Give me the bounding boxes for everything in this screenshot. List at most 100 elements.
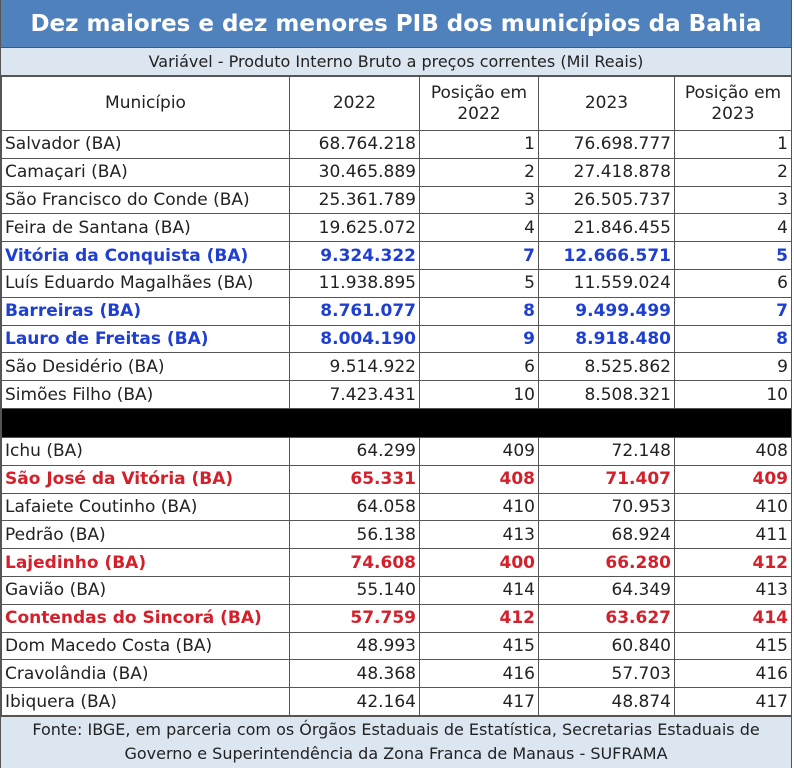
table-row: Feira de Santana (BA) 19.625.072 4 21.846.4… — [1, 213, 792, 243]
value-cell: 48.874 — [538, 687, 675, 716]
municipality-cell: São José da Vitória (BA) — [1, 464, 290, 494]
municipality-cell: Dom Macedo Costa (BA) — [1, 631, 290, 661]
value-cell: 9.324.322 — [289, 241, 420, 270]
municipality-cell: Cravolândia (BA) — [1, 659, 290, 689]
value-cell: 10 — [419, 380, 539, 409]
value-cell: 410 — [419, 492, 539, 522]
value-cell: 42.164 — [289, 687, 420, 716]
value-cell: 9.499.499 — [538, 296, 675, 326]
source-note: Fonte: IBGE, em parceria com os Órgãos E… — [1, 715, 791, 768]
value-cell: 8 — [674, 324, 792, 354]
value-cell: 408 — [419, 464, 539, 494]
value-cell: 70.953 — [538, 492, 675, 522]
value-cell: 410 — [674, 492, 792, 522]
municipality-cell: Luís Eduardo Magalhães (BA) — [1, 268, 290, 298]
gdp-table: Município 2022 Posição em 2022 2023 Posição … — [1, 76, 792, 716]
value-cell: 8.918.480 — [538, 324, 675, 354]
value-cell: 64.349 — [538, 575, 675, 605]
value-cell: 408 — [674, 436, 792, 466]
column-header: 2023 — [538, 76, 675, 131]
table-row: Cravolândia (BA) 48.368 416 57.703 416 — [1, 659, 792, 689]
value-cell: 72.148 — [538, 436, 675, 466]
table-row: Luís Eduardo Magalhães (BA) 11.938.895 5 11… — [1, 268, 792, 298]
value-cell: 3 — [419, 185, 539, 215]
value-cell: 57.703 — [538, 659, 675, 689]
table-row: Simões Filho (BA) 7.423.431 10 8.508.321 10 — [1, 380, 792, 409]
table-row: Gavião (BA) 55.140 414 64.349 413 — [1, 575, 792, 605]
value-cell: 409 — [419, 436, 539, 466]
table-row: Ichu (BA) 64.299 409 72.148 408 — [1, 436, 792, 466]
table-row: Dom Macedo Costa (BA) 48.993 415 60.840 415 — [1, 631, 792, 661]
value-cell: 63.627 — [538, 603, 675, 633]
value-cell: 1 — [419, 130, 539, 159]
value-cell: 71.407 — [538, 464, 675, 494]
value-cell: 10 — [674, 380, 792, 409]
table-row: Barreiras (BA) 8.761.077 8 9.499.499 7 — [1, 296, 792, 326]
municipality-cell: Camaçari (BA) — [1, 157, 290, 187]
table-row: Pedrão (BA) 56.138 413 68.924 411 — [1, 520, 792, 550]
value-cell: 11.938.895 — [289, 268, 420, 298]
value-cell: 21.846.455 — [538, 213, 675, 243]
value-cell: 56.138 — [289, 520, 420, 550]
value-cell: 416 — [674, 659, 792, 689]
table-row: São José da Vitória (BA) 65.331 408 71.407 4… — [1, 464, 792, 494]
value-cell: 415 — [419, 631, 539, 661]
value-cell: 68.924 — [538, 520, 675, 550]
value-cell: 68.764.218 — [289, 130, 420, 159]
value-cell: 9 — [419, 324, 539, 354]
value-cell: 400 — [419, 548, 539, 577]
subtitle: Variável - Produto Interno Bruto a preço… — [1, 47, 791, 76]
value-cell: 3 — [674, 185, 792, 215]
table-row: Lajedinho (BA) 74.608 400 66.280 412 — [1, 548, 792, 577]
value-cell: 64.058 — [289, 492, 420, 522]
value-cell: 415 — [674, 631, 792, 661]
column-header: Município — [1, 76, 290, 131]
municipality-cell: Lauro de Freitas (BA) — [1, 324, 290, 354]
value-cell: 26.505.737 — [538, 185, 675, 215]
value-cell: 60.840 — [538, 631, 675, 661]
table-row: Ibiquera (BA) 42.164 417 48.874 417 — [1, 687, 792, 716]
value-cell: 1 — [674, 130, 792, 159]
municipality-cell: Contendas do Sincorá (BA) — [1, 603, 290, 633]
municipality-cell: Feira de Santana (BA) — [1, 213, 290, 243]
value-cell: 412 — [674, 548, 792, 577]
municipality-cell: Barreiras (BA) — [1, 296, 290, 326]
municipality-cell: Vitória da Conquista (BA) — [1, 241, 290, 270]
value-cell: 64.299 — [289, 436, 420, 466]
column-header: 2022 — [289, 76, 420, 131]
table-row: Contendas do Sincorá (BA) 57.759 412 63.627… — [1, 603, 792, 633]
table-row: São Francisco do Conde (BA) 25.361.789 3 26… — [1, 185, 792, 215]
value-cell: 48.368 — [289, 659, 420, 689]
title: Dez maiores e dez menores PIB dos municí… — [1, 0, 791, 47]
header-row: Município 2022 Posição em 2022 2023 Posição … — [1, 76, 792, 131]
value-cell: 6 — [674, 268, 792, 298]
value-cell: 6 — [419, 352, 539, 382]
value-cell: 12.666.571 — [538, 241, 675, 270]
value-cell: 27.418.878 — [538, 157, 675, 187]
value-cell: 55.140 — [289, 575, 420, 605]
value-cell: 414 — [419, 575, 539, 605]
municipality-cell: São Desidério (BA) — [1, 352, 290, 382]
value-cell: 19.625.072 — [289, 213, 420, 243]
table-row: Salvador (BA) 68.764.218 1 76.698.777 1 — [1, 130, 792, 159]
value-cell: 413 — [674, 575, 792, 605]
municipality-cell: Ichu (BA) — [1, 436, 290, 466]
value-cell: 411 — [674, 520, 792, 550]
value-cell: 65.331 — [289, 464, 420, 494]
municipality-cell: Lajedinho (BA) — [1, 548, 290, 577]
municipality-cell: Lafaiete Coutinho (BA) — [1, 492, 290, 522]
table-row: São Desidério (BA) 9.514.922 6 8.525.862 9 — [1, 352, 792, 382]
value-cell: 7.423.431 — [289, 380, 420, 409]
value-cell: 416 — [419, 659, 539, 689]
value-cell: 8.761.077 — [289, 296, 420, 326]
value-cell: 2 — [674, 157, 792, 187]
municipality-cell: Simões Filho (BA) — [1, 380, 290, 409]
value-cell: 5 — [419, 268, 539, 298]
value-cell: 66.280 — [538, 548, 675, 577]
separator — [1, 407, 792, 438]
value-cell: 4 — [674, 213, 792, 243]
municipality-cell: Ibiquera (BA) — [1, 687, 290, 716]
value-cell: 413 — [419, 520, 539, 550]
value-cell: 8.508.321 — [538, 380, 675, 409]
